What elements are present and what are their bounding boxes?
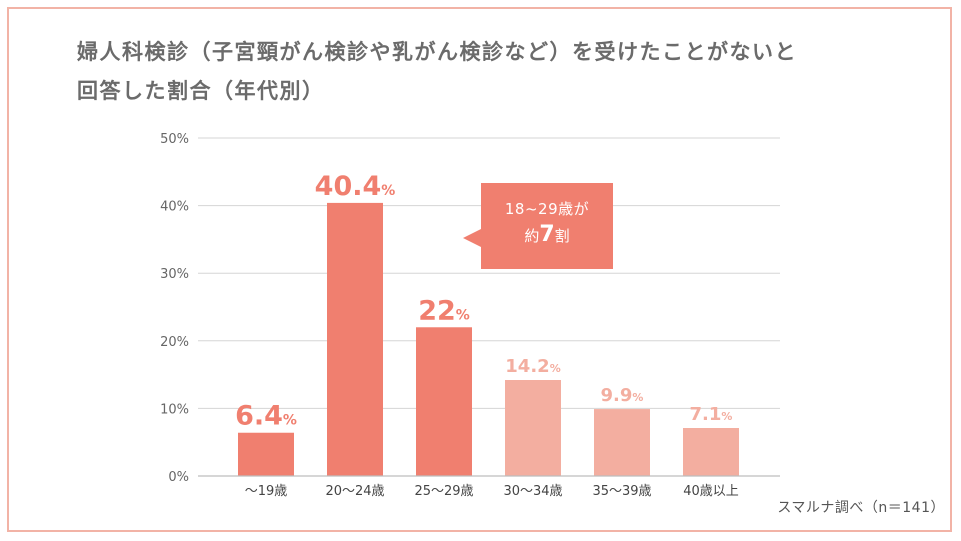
x-tick-label: 〜19歳 [245, 484, 288, 499]
data-label: 14.2% [505, 356, 560, 377]
chart-title-line2: 回答した割合（年代別） [77, 79, 325, 103]
x-tick-label: 25〜29歳 [414, 484, 473, 499]
bar [416, 327, 472, 476]
callout-suffix: 割 [554, 227, 570, 245]
data-label: 9.9% [601, 385, 644, 406]
y-tick-label: 0% [168, 470, 189, 485]
y-tick-label: 30% [160, 267, 189, 282]
y-tick-label: 40% [160, 200, 189, 215]
data-label: 40.4% [315, 171, 396, 202]
bar [683, 428, 739, 476]
callout-number: 7 [539, 222, 555, 247]
x-tick-label: 40歳以上 [683, 484, 739, 499]
bar [594, 409, 650, 476]
callout-line2: 約7割 [481, 221, 613, 250]
bar [327, 202, 383, 476]
data-label: 22% [418, 295, 470, 326]
y-tick-label: 10% [160, 402, 189, 417]
x-tick-label: 20〜24歳 [325, 484, 384, 499]
chart-title-line1: 婦人科検診（子宮頸がん検診や乳がん検診など）を受けたことがないと [77, 40, 797, 64]
source-note: スマルナ調べ（n＝141） [777, 500, 945, 516]
data-label: 7.1% [690, 404, 733, 425]
bar [238, 432, 294, 476]
callout-box: 18~29歳が 約7割 [463, 183, 613, 269]
x-tick-label: 30〜34歳 [503, 484, 562, 499]
bar [505, 380, 561, 476]
x-tick-label: 35〜39歳 [592, 484, 651, 499]
y-tick-label: 50% [160, 132, 189, 147]
callout-prefix: 約 [524, 227, 540, 245]
callout-line1: 18~29歳が [504, 200, 590, 218]
y-tick-label: 20% [160, 335, 189, 350]
data-label: 6.4% [235, 401, 297, 432]
card-frame [7, 7, 952, 532]
